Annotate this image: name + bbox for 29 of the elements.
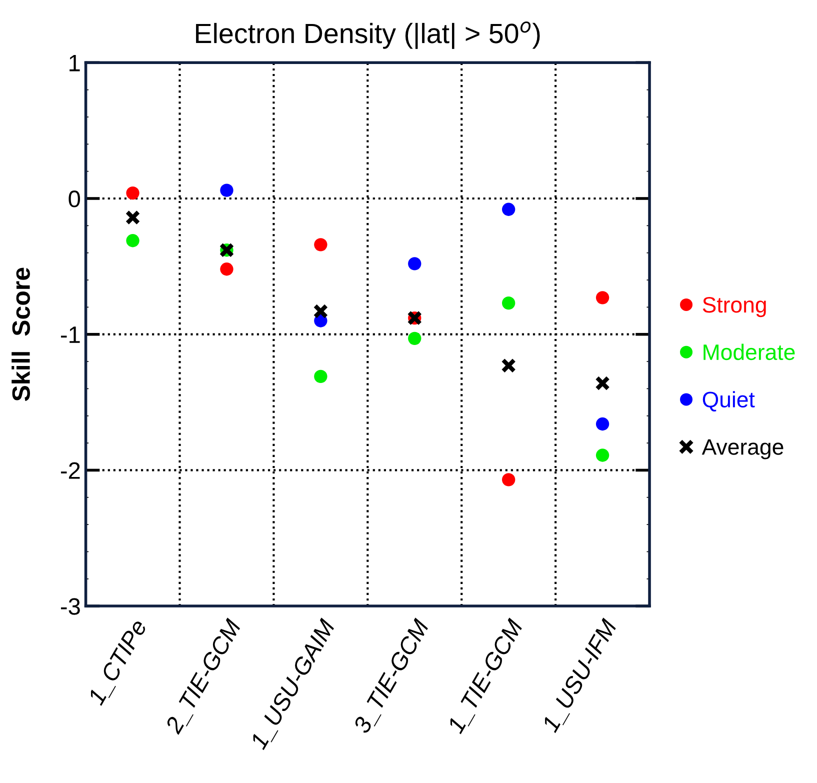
- y-tick-label: -2: [60, 462, 80, 479]
- point: [126, 234, 140, 248]
- point: [125, 210, 140, 225]
- point: [502, 202, 516, 216]
- y-tick-label: -3: [60, 598, 80, 615]
- y-tick-label: -1: [60, 326, 80, 343]
- point: [408, 332, 422, 346]
- point: [314, 238, 328, 252]
- point: [126, 186, 140, 200]
- point: [502, 473, 516, 486]
- chart-title: Electron Density (|lat| > 50$^{o}$): [196, 22, 540, 49]
- point: [501, 358, 516, 374]
- point: [314, 370, 328, 384]
- legend-label: Moderate: [704, 344, 795, 360]
- y-tick-label: 0: [68, 190, 80, 208]
- point: [408, 257, 422, 270]
- point: [596, 291, 610, 304]
- legend-label: Quiet: [702, 391, 755, 412]
- point: [313, 304, 328, 319]
- point: [596, 448, 610, 462]
- point: [220, 184, 234, 197]
- point: [595, 376, 610, 391]
- y-axis-title: Skill Score: [12, 268, 30, 402]
- point: [596, 417, 610, 431]
- point: [502, 296, 516, 310]
- legend-label: Average: [702, 439, 784, 460]
- y-tick-label: 1: [70, 54, 80, 72]
- point: [220, 262, 234, 276]
- legend-label: Strong: [702, 296, 766, 318]
